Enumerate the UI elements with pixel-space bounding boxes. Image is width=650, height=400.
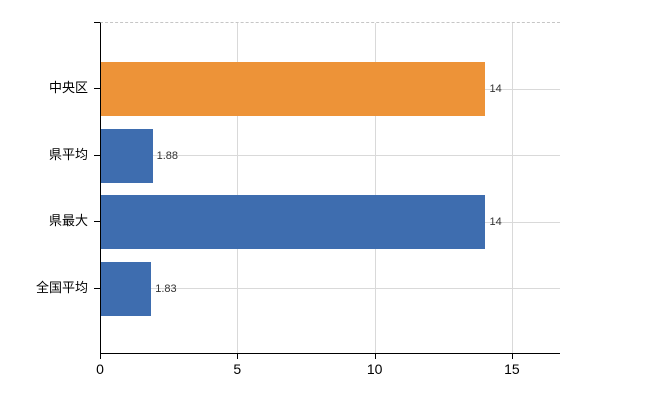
x-tick-label-0: 0	[96, 361, 104, 377]
plot-area: 14 1.88 14 1.83	[100, 22, 560, 354]
y-axis-tick-3	[94, 287, 100, 289]
bar-1	[101, 128, 153, 183]
x-axis-tick-15	[511, 354, 513, 359]
y-axis-tick-1	[94, 154, 100, 156]
x-tick-label-15: 15	[504, 361, 520, 377]
gridline-horizontal-3	[101, 288, 560, 290]
value-label-1: 1.88	[156, 149, 179, 162]
y-tick-label-1: 県平均	[48, 146, 88, 162]
value-label-3: 1.83	[155, 282, 177, 295]
bar-2	[101, 195, 486, 250]
x-tick-label-5: 5	[233, 361, 242, 377]
gridline-vertical-10	[374, 23, 376, 353]
gridline-horizontal-1	[101, 155, 560, 157]
value-label-2: 14	[489, 216, 502, 229]
bar-3	[101, 261, 152, 316]
y-tick-label-0: 中央区	[48, 80, 88, 96]
y-axis-tick-2	[94, 221, 100, 223]
y-axis-top-tick	[94, 22, 100, 23]
x-tick-label-10: 10	[366, 361, 383, 377]
y-tick-label-2: 県最大	[48, 213, 88, 229]
y-tick-label-3: 全国平均	[35, 279, 88, 295]
gridline-vertical-5	[237, 23, 239, 353]
x-axis-tick-5	[237, 354, 239, 359]
x-axis-tick-10	[374, 354, 376, 359]
gridline-vertical-15	[511, 23, 513, 353]
bar-0	[101, 62, 486, 117]
y-axis-tick-0	[94, 88, 100, 90]
x-axis-tick-0	[100, 354, 101, 359]
value-label-0: 14	[489, 83, 502, 96]
